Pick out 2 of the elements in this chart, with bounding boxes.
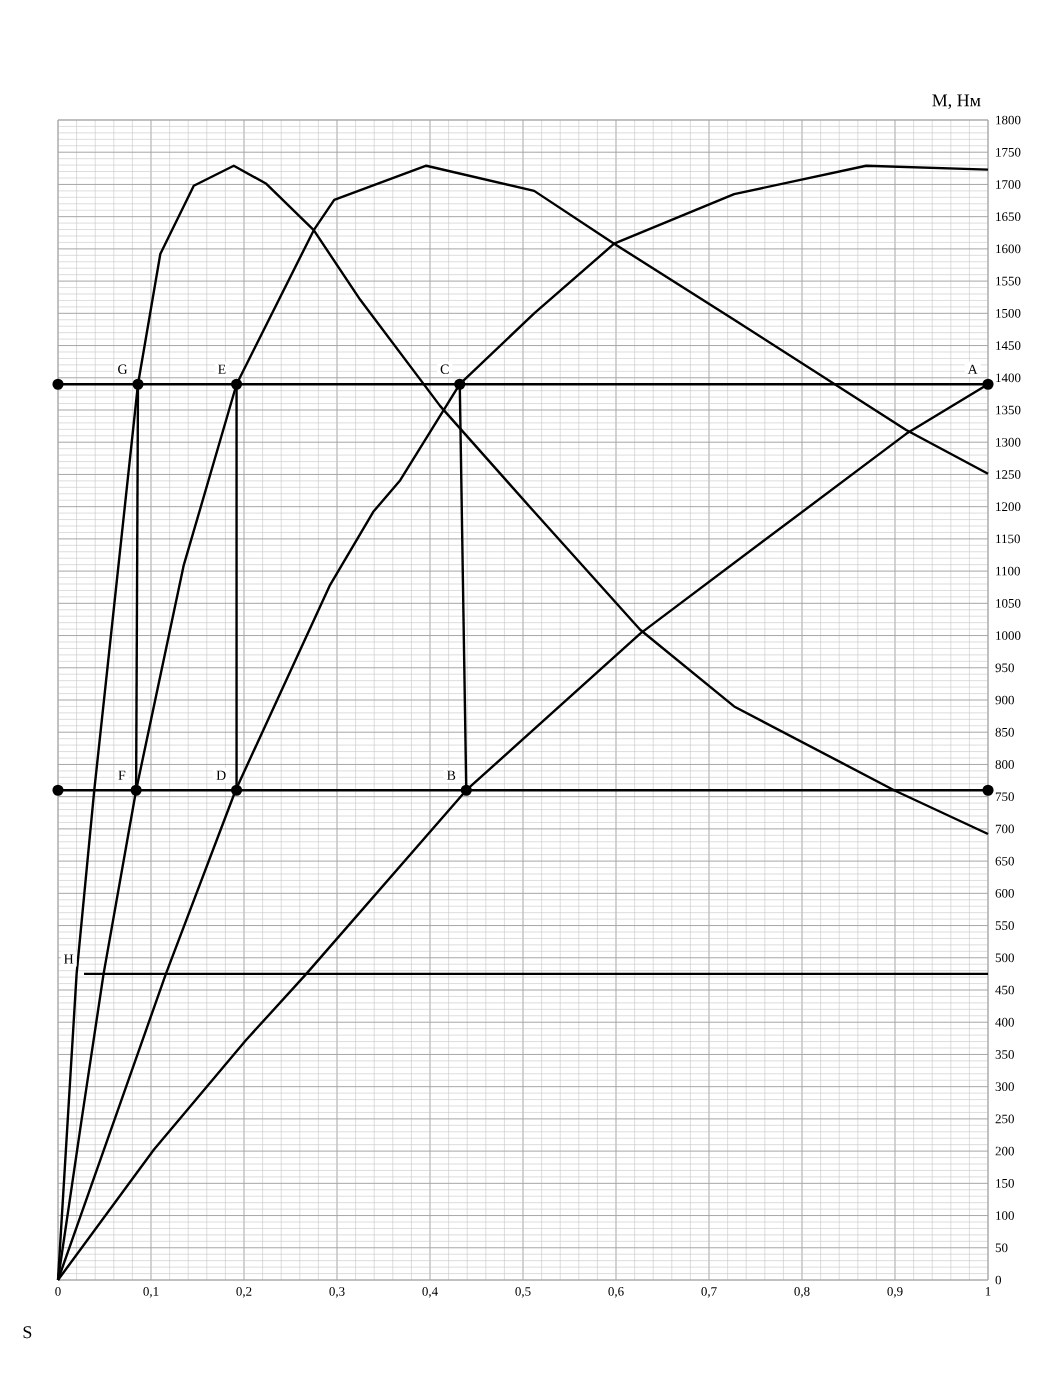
y-axis-title: M, Нм — [932, 94, 981, 109]
x-axis-title: S — [23, 1326, 32, 1339]
